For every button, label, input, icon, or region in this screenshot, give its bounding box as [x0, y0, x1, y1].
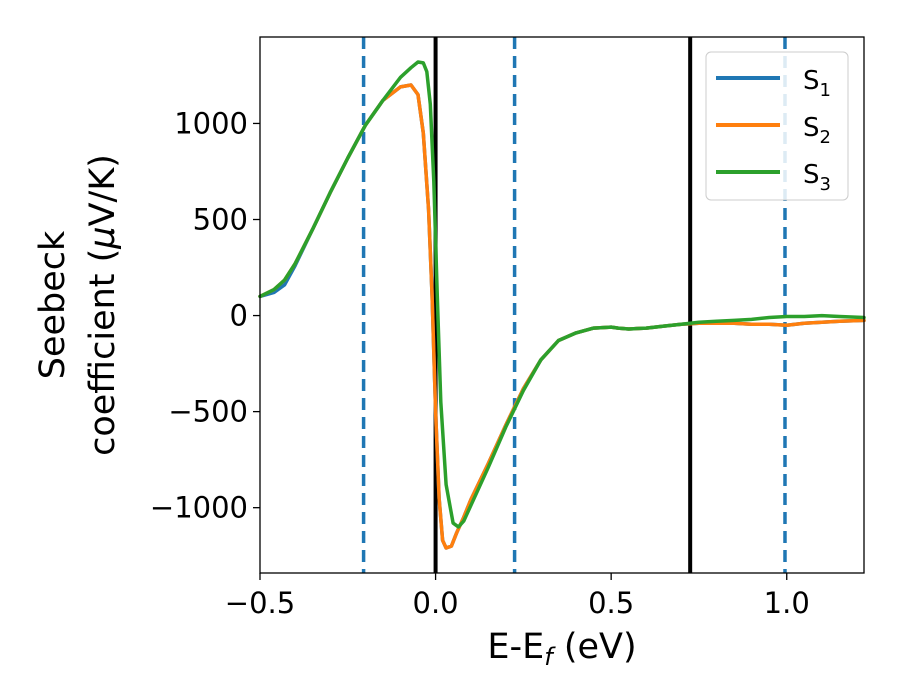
y-axis-label: Seebeck coefficient (μV/K)	[33, 154, 123, 456]
y-axis-label-line2: coefficient (μV/K)	[83, 154, 123, 456]
series-layer	[258, 60, 866, 550]
legend-label-s3: S3	[803, 160, 831, 195]
x-tick-label: −0.5	[225, 586, 295, 620]
y-axis-ticks: 1000 500 0 −500 −1000	[150, 106, 260, 525]
x-tick-label: 1.0	[764, 586, 810, 620]
x-tick-label: 0.0	[413, 586, 459, 620]
x-axis-label: E-Ef (eV)	[487, 627, 636, 671]
y-tick-label: 1000	[174, 106, 248, 140]
y-tick-label: −500	[168, 395, 248, 429]
legend: S1 S2 S3	[705, 51, 849, 201]
y-tick-label: 500	[193, 203, 248, 237]
x-axis-ticks: −0.5 0.0 0.5 1.0	[225, 573, 810, 620]
legend-label-s2: S2	[803, 113, 831, 148]
reference-lines	[361, 37, 787, 573]
y-tick-label: 0	[230, 299, 248, 333]
x-tick-label: 0.5	[588, 586, 634, 620]
y-axis-label-line1: Seebeck	[33, 230, 73, 379]
series-line-s3	[258, 60, 866, 529]
y-tick-label: −1000	[150, 491, 248, 525]
plot-frame	[259, 36, 865, 574]
legend-label-s1: S1	[803, 66, 831, 101]
